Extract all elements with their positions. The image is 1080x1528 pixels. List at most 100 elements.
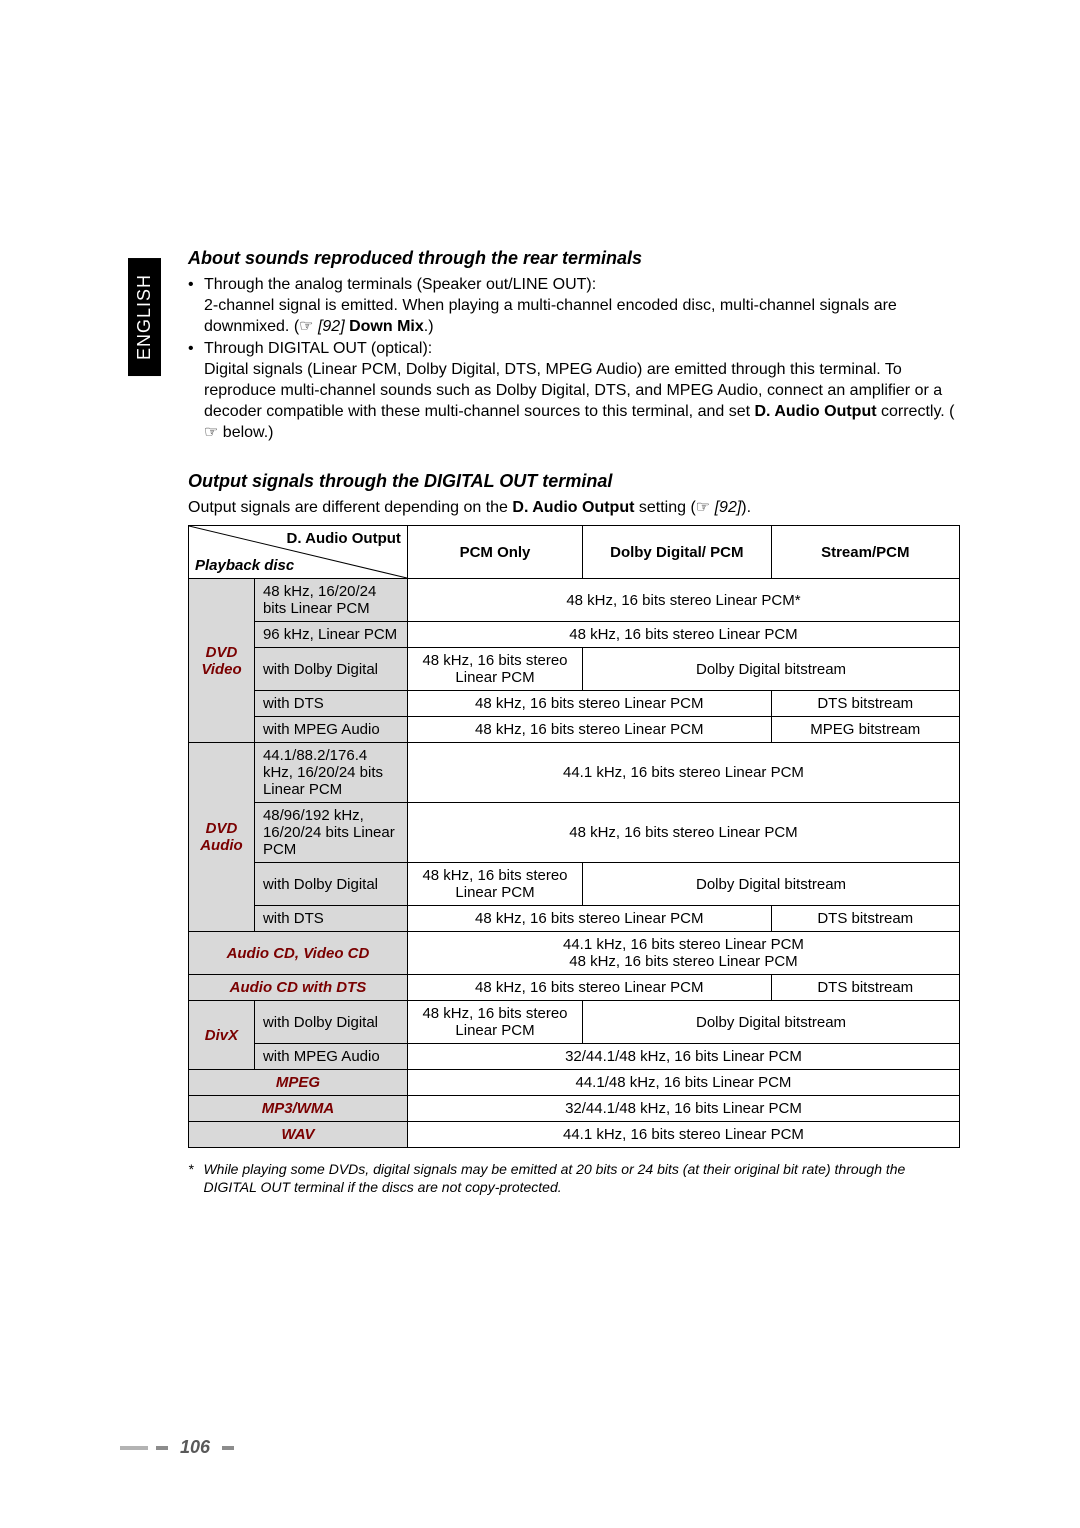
- acd-line2: 48 kHz, 16 bits stereo Linear PCM: [569, 953, 797, 970]
- bullet-analog-lead: Through the analog terminals (Speaker ou…: [204, 276, 596, 293]
- cell: 48 kHz, 16 bits stereo Linear PCM: [407, 1001, 582, 1044]
- table-row: with DTS 48 kHz, 16 bits stereo Linear P…: [189, 691, 960, 717]
- cell: Dolby Digital bitstream: [583, 863, 960, 906]
- bullet-digital: Through DIGITAL OUT (optical): Digital s…: [188, 339, 960, 443]
- table-row: with MPEG Audio 48 kHz, 16 bits stereo L…: [189, 717, 960, 743]
- table-row: 96 kHz, Linear PCM 48 kHz, 16 bits stere…: [189, 622, 960, 648]
- cell: DTS bitstream: [771, 691, 959, 717]
- footnote-text: While playing some DVDs, digital signals…: [203, 1160, 960, 1196]
- table-row: with DTS 48 kHz, 16 bits stereo Linear P…: [189, 906, 960, 932]
- s2-bold: D. Audio Output: [512, 499, 634, 516]
- cell: 32/44.1/48 kHz, 16 bits Linear PCM: [407, 1044, 959, 1070]
- cell: 48 kHz, 16 bits stereo Linear PCM: [407, 906, 771, 932]
- b1-body-b: .): [424, 318, 434, 335]
- cell: 44.1 kHz, 16 bits stereo Linear PCM 48 k…: [407, 932, 959, 975]
- cell: 44.1/48 kHz, 16 bits Linear PCM: [407, 1070, 959, 1096]
- col-dolby-pcm: Dolby Digital/ PCM: [583, 526, 771, 579]
- cell: 48 kHz, 16 bits stereo Linear PCM: [407, 691, 771, 717]
- row-label: with MPEG Audio: [254, 717, 407, 743]
- row-label: with MPEG Audio: [254, 1044, 407, 1070]
- col-pcm-only: PCM Only: [407, 526, 582, 579]
- group-mp3-wma: MP3/WMA: [189, 1096, 408, 1122]
- bullet-digital-body: Digital signals (Linear PCM, Dolby Digit…: [204, 360, 960, 443]
- pointer-icon: ☞: [696, 498, 710, 519]
- table-row: DVD Video 48 kHz, 16/20/24 bits Linear P…: [189, 579, 960, 622]
- cell: DTS bitstream: [771, 906, 959, 932]
- row-label: with Dolby Digital: [254, 648, 407, 691]
- language-tab: ENGLISH: [128, 258, 161, 376]
- pointer-icon: ☞: [204, 423, 218, 444]
- b1-ref: [92]: [318, 318, 345, 335]
- group-dvd-audio: DVD Audio: [189, 743, 255, 932]
- bullet-analog-body: 2-channel signal is emitted. When playin…: [204, 296, 960, 338]
- corner-top-label: D. Audio Output: [287, 530, 401, 547]
- group-dvd-video: DVD Video: [189, 579, 255, 743]
- bullet-analog: Through the analog terminals (Speaker ou…: [188, 275, 960, 337]
- cell: 48 kHz, 16 bits stereo Linear PCM: [407, 717, 771, 743]
- row-label: with DTS: [254, 691, 407, 717]
- manual-page: ENGLISH About sounds reproduced through …: [0, 0, 1080, 1528]
- col-stream-pcm: Stream/PCM: [771, 526, 959, 579]
- table-header-row: D. Audio Output Playback disc PCM Only D…: [189, 526, 960, 579]
- decor-bar-icon: [120, 1446, 148, 1450]
- cell: DTS bitstream: [771, 975, 959, 1001]
- row-label: 48 kHz, 16/20/24 bits Linear PCM: [254, 579, 407, 622]
- table-row: DivX with Dolby Digital 48 kHz, 16 bits …: [189, 1001, 960, 1044]
- cell: 32/44.1/48 kHz, 16 bits Linear PCM: [407, 1096, 959, 1122]
- cell: 44.1 kHz, 16 bits stereo Linear PCM: [407, 1122, 959, 1148]
- s2-ref: [92]: [715, 499, 742, 516]
- cell: 48 kHz, 16 bits stereo Linear PCM: [407, 863, 582, 906]
- footnote: * While playing some DVDs, digital signa…: [188, 1160, 960, 1196]
- pointer-icon: ☞: [299, 317, 313, 338]
- row-label: 44.1/88.2/176.4 kHz, 16/20/24 bits Linea…: [254, 743, 407, 803]
- cell: 48 kHz, 16 bits stereo Linear PCM: [407, 803, 959, 863]
- group-divx: DivX: [189, 1001, 255, 1070]
- group-audio-cd-video-cd: Audio CD, Video CD: [189, 932, 408, 975]
- s2-b: setting (: [634, 499, 695, 516]
- section1-heading: About sounds reproduced through the rear…: [188, 248, 960, 269]
- section2: Output signals through the DIGITAL OUT t…: [188, 471, 960, 1196]
- table-row: MPEG 44.1/48 kHz, 16 bits Linear PCM: [189, 1070, 960, 1096]
- cell: 48 kHz, 16 bits stereo Linear PCM*: [407, 579, 959, 622]
- signals-table: D. Audio Output Playback disc PCM Only D…: [188, 525, 960, 1148]
- group-audio-cd-dts: Audio CD with DTS: [189, 975, 408, 1001]
- table-row: WAV 44.1 kHz, 16 bits stereo Linear PCM: [189, 1122, 960, 1148]
- cell: 48 kHz, 16 bits stereo Linear PCM: [407, 648, 582, 691]
- section2-subtext: Output signals are different depending o…: [188, 498, 960, 519]
- table-row: Audio CD with DTS 48 kHz, 16 bits stereo…: [189, 975, 960, 1001]
- acd-line1: 44.1 kHz, 16 bits stereo Linear PCM: [563, 936, 804, 953]
- row-label: 96 kHz, Linear PCM: [254, 622, 407, 648]
- row-label: 48/96/192 kHz, 16/20/24 bits Linear PCM: [254, 803, 407, 863]
- group-mpeg: MPEG: [189, 1070, 408, 1096]
- table-row: with Dolby Digital 48 kHz, 16 bits stere…: [189, 863, 960, 906]
- row-label: with Dolby Digital: [254, 1001, 407, 1044]
- section2-heading: Output signals through the DIGITAL OUT t…: [188, 471, 960, 492]
- table-row: with MPEG Audio 32/44.1/48 kHz, 16 bits …: [189, 1044, 960, 1070]
- table-row: Audio CD, Video CD 44.1 kHz, 16 bits ste…: [189, 932, 960, 975]
- corner-bottom-label: Playback disc: [195, 557, 294, 574]
- table-row: with Dolby Digital 48 kHz, 16 bits stere…: [189, 648, 960, 691]
- cell: 48 kHz, 16 bits stereo Linear PCM: [407, 622, 959, 648]
- table-row: DVD Audio 44.1/88.2/176.4 kHz, 16/20/24 …: [189, 743, 960, 803]
- b2-body-b: correctly. (: [877, 403, 955, 420]
- cell: Dolby Digital bitstream: [583, 648, 960, 691]
- b2-tail: below.): [218, 424, 273, 441]
- table-row: 48/96/192 kHz, 16/20/24 bits Linear PCM …: [189, 803, 960, 863]
- table-row: MP3/WMA 32/44.1/48 kHz, 16 bits Linear P…: [189, 1096, 960, 1122]
- corner-header: D. Audio Output Playback disc: [189, 526, 408, 579]
- b2-bold: D. Audio Output: [755, 403, 877, 420]
- cell: 44.1 kHz, 16 bits stereo Linear PCM: [407, 743, 959, 803]
- row-label: with DTS: [254, 906, 407, 932]
- page-number-bar: 106: [120, 1437, 234, 1458]
- cell: 48 kHz, 16 bits stereo Linear PCM: [407, 975, 771, 1001]
- cell: Dolby Digital bitstream: [583, 1001, 960, 1044]
- cell: MPEG bitstream: [771, 717, 959, 743]
- row-label: with Dolby Digital: [254, 863, 407, 906]
- group-wav: WAV: [189, 1122, 408, 1148]
- decor-bar-icon: [222, 1446, 234, 1450]
- bullet-digital-lead: Through DIGITAL OUT (optical):: [204, 340, 432, 357]
- s2-c: ).: [741, 499, 751, 516]
- section1-list: Through the analog terminals (Speaker ou…: [188, 275, 960, 443]
- footnote-star: *: [188, 1160, 203, 1196]
- decor-bar-icon: [156, 1446, 168, 1450]
